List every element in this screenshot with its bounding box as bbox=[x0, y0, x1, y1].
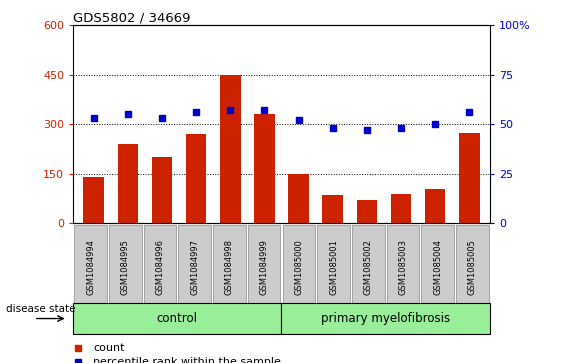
Text: GSM1085003: GSM1085003 bbox=[399, 239, 408, 295]
Text: GSM1085000: GSM1085000 bbox=[294, 239, 303, 295]
Text: GSM1084994: GSM1084994 bbox=[86, 239, 95, 295]
Text: GSM1084996: GSM1084996 bbox=[155, 239, 164, 295]
Text: disease state: disease state bbox=[6, 305, 75, 314]
Bar bbox=[323, 195, 343, 223]
Bar bbox=[425, 189, 445, 223]
Bar bbox=[254, 114, 275, 223]
Text: GSM1085004: GSM1085004 bbox=[434, 239, 442, 295]
Text: GSM1085001: GSM1085001 bbox=[329, 239, 338, 295]
Text: control: control bbox=[157, 312, 198, 325]
Text: GDS5802 / 34669: GDS5802 / 34669 bbox=[73, 11, 191, 24]
Bar bbox=[391, 193, 411, 223]
Text: GSM1084999: GSM1084999 bbox=[260, 239, 269, 295]
Bar bbox=[288, 174, 309, 223]
Bar bbox=[186, 134, 207, 223]
Bar bbox=[356, 200, 377, 223]
Bar bbox=[459, 132, 480, 223]
Text: percentile rank within the sample: percentile rank within the sample bbox=[93, 356, 282, 363]
Text: GSM1084997: GSM1084997 bbox=[190, 239, 199, 295]
Bar bbox=[118, 144, 138, 223]
Bar bbox=[83, 177, 104, 223]
Text: GSM1085005: GSM1085005 bbox=[468, 239, 477, 295]
Text: count: count bbox=[93, 343, 125, 352]
Bar bbox=[152, 157, 172, 223]
Text: primary myelofibrosis: primary myelofibrosis bbox=[321, 312, 450, 325]
Text: GSM1084995: GSM1084995 bbox=[121, 239, 129, 295]
Text: GSM1084998: GSM1084998 bbox=[225, 239, 234, 295]
Text: GSM1085002: GSM1085002 bbox=[364, 239, 373, 295]
Bar bbox=[220, 75, 240, 223]
